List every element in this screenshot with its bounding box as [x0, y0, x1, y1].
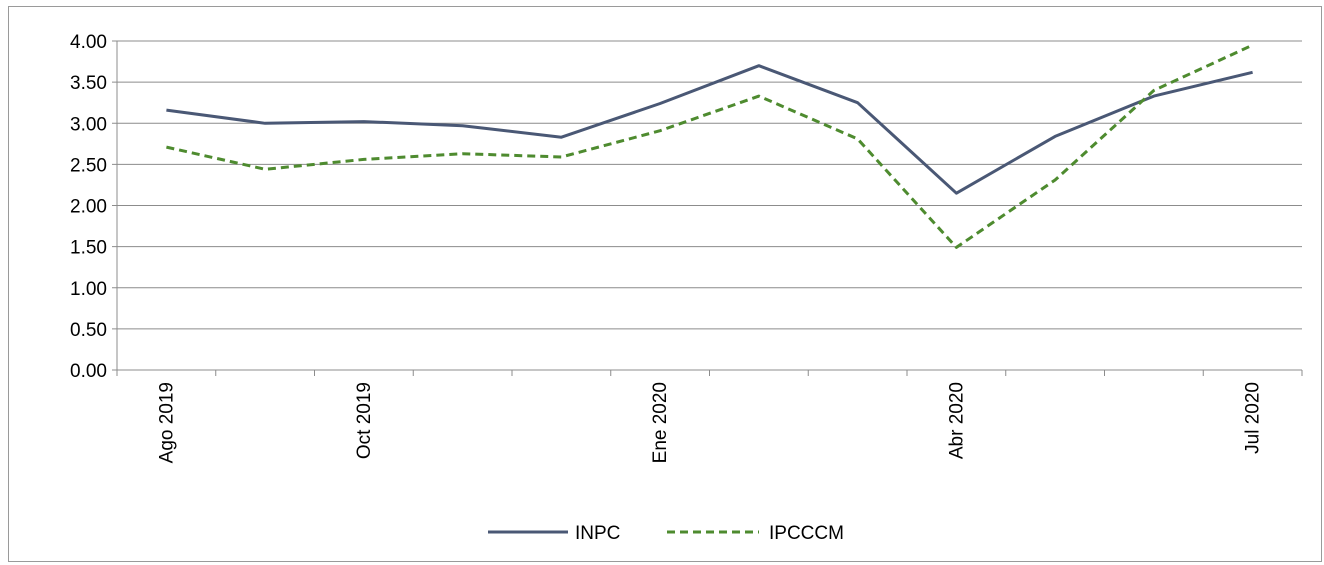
y-tick-label: 1.50 — [70, 238, 107, 259]
legend: INPC IPCCCM — [488, 523, 844, 544]
y-tick-label: 3.50 — [70, 73, 107, 94]
y-tick-label: 4.00 — [70, 32, 107, 53]
y-tick-label: 3.00 — [70, 114, 107, 135]
series-lines — [166, 43, 1254, 249]
y-tick-label: 1.00 — [70, 279, 107, 300]
x-tick-label: Ene 2020 — [650, 382, 671, 463]
x-tick-label: Abr 2020 — [946, 382, 967, 459]
legend-label-inpc: INPC — [575, 523, 620, 544]
series-line-ipcccm — [166, 43, 1254, 249]
y-tick-label: 2.50 — [70, 155, 107, 176]
y-tick-label: 2.00 — [70, 197, 107, 218]
y-tick-label: 0.50 — [70, 320, 107, 341]
chart-frame — [8, 6, 1322, 562]
x-tick-label: Ago 2019 — [156, 382, 177, 463]
legend-label-ipcccm: IPCCCM — [769, 523, 844, 544]
x-tick-label: Jul 2020 — [1243, 382, 1264, 454]
axes — [112, 40, 1303, 376]
x-tick-labels: Ago 2019 Oct 2019 Ene 2020 Abr 2020 Jul 2020 — [156, 382, 1263, 463]
series-line-inpc — [166, 64, 1253, 195]
y-tick-label: 0.00 — [70, 361, 107, 382]
y-tick-labels: 0.00 0.50 1.00 1.50 2.00 2.50 3.00 3.50 4.00 — [70, 32, 107, 382]
x-tick-label: Oct 2019 — [354, 382, 375, 459]
